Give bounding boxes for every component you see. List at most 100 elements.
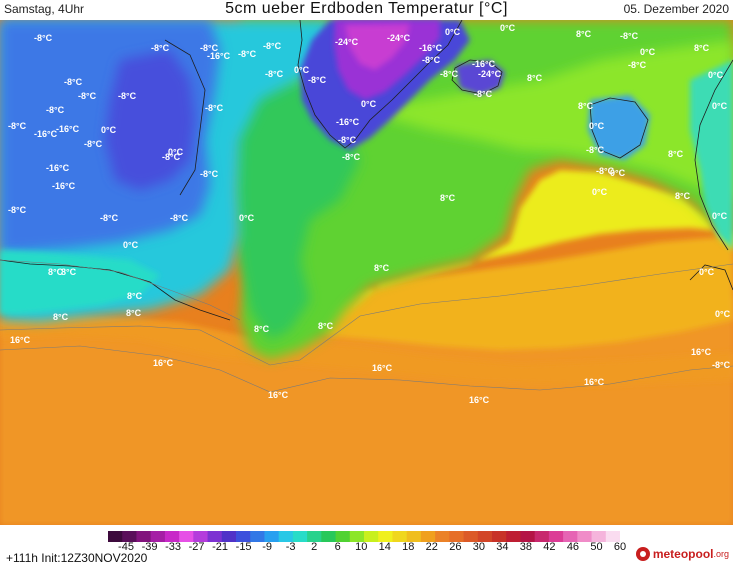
temperature-label: -8°C: [118, 91, 137, 101]
scotland-coast: [689, 264, 733, 291]
yellow-zone: [340, 170, 733, 320]
baffin-coast: [164, 39, 206, 196]
temperature-label: -8°C: [596, 166, 615, 176]
colorbar-tick-label: 10: [355, 541, 368, 553]
temperature-label: -8°C: [620, 31, 639, 41]
colorbar-swatch: [136, 531, 152, 542]
iceland-cold: [455, 60, 505, 95]
colorbar-tick-label: 14: [378, 541, 391, 553]
colorbar-tick-label: -15: [235, 541, 252, 553]
temperature-label: -16°C: [472, 59, 496, 69]
colorbar-tick-label: 34: [496, 541, 509, 553]
colorbar-tick-label: 42: [543, 541, 556, 553]
temperature-label: -8°C: [308, 75, 327, 85]
temperature-label: -8°C: [78, 91, 97, 101]
temperature-label: -8°C: [238, 49, 257, 59]
temperature-label: 0°C: [610, 168, 626, 178]
canada-coast: [0, 259, 231, 321]
colorbar-tick-label: 2: [311, 541, 318, 553]
temperature-label: 8°C: [576, 29, 592, 39]
colorbar-swatch: [406, 531, 422, 542]
colorbar-tick-label: 18: [402, 541, 415, 553]
coastlines: [0, 20, 733, 321]
orange-band-south: [0, 316, 733, 386]
colorbar-swatch: [292, 531, 308, 542]
greenland-coast: [297, 20, 463, 149]
isotherm-16: [0, 345, 733, 393]
temperature-label: 8°C: [127, 291, 143, 301]
colorbar-tick-label: 50: [590, 541, 603, 553]
colorbar-swatch: [520, 531, 536, 542]
temperature-label: 0°C: [699, 267, 715, 277]
colorbar-swatch: [108, 531, 123, 542]
colorbar-swatch: [221, 531, 237, 542]
temperature-label: -16°C: [34, 129, 58, 139]
temperature-label: -16°C: [336, 117, 360, 127]
temperature-label: 8°C: [675, 191, 691, 201]
temperature-label: 8°C: [48, 267, 64, 277]
meteopool-logo-icon: [635, 547, 650, 561]
temperature-label: -16°C: [207, 51, 231, 61]
colorbar: [108, 529, 621, 547]
temperature-label: -24°C: [478, 69, 502, 79]
colorbar-swatch: [236, 531, 251, 542]
temperature-label: -8°C: [84, 139, 103, 149]
colorbar-swatch: [449, 531, 465, 542]
light-green-zone: [360, 40, 733, 200]
isotherms: [0, 259, 733, 393]
colorbar-tick-label: -3: [285, 541, 296, 553]
colorbar-tick-label: -39: [141, 541, 158, 553]
colorbar-tick-label: -21: [212, 541, 229, 553]
colorbar-tick-label: 46: [566, 541, 580, 553]
temperature-label: -8°C: [440, 69, 459, 79]
temperature-label: 0°C: [708, 70, 724, 80]
colorbar-tick-label: 6: [334, 541, 341, 553]
colorbar-swatch: [506, 531, 521, 542]
colorbar-swatch: [548, 531, 564, 542]
header-bar: Samstag, 4Uhr 5cm ueber Erdboden Tempera…: [0, 0, 733, 20]
temperature-label: 0°C: [445, 27, 461, 37]
yellow-orange-zone: [300, 236, 733, 350]
colorbar-swatch: [534, 531, 550, 542]
temperature-label: -8°C: [8, 205, 27, 215]
temperature-label: 0°C: [361, 99, 377, 109]
colorbar-tick-label: 26: [449, 541, 462, 553]
colorbar-swatch: [264, 531, 280, 542]
colorbar-swatch: [435, 531, 450, 542]
temperature-label: -8°C: [200, 43, 219, 53]
temperature-label: -8°C: [170, 213, 189, 223]
temperature-map: -8°C -8°C -16°C -16°C -8°C -24°C -24°C 0°C 8°C -8…: [0, 20, 733, 525]
temperature-label: -8°C: [151, 43, 170, 53]
colorbar-tick-label: -33: [165, 541, 181, 553]
colorbar-tick-label: -27: [188, 541, 205, 553]
colorbar-swatch: [335, 531, 351, 542]
temperature-label: -8°C: [8, 121, 27, 131]
temperature-label: -16°C: [56, 124, 80, 134]
temperature-label: 0°C: [712, 211, 728, 221]
temperature-label: -16°C: [419, 43, 443, 53]
meteopool-logo[interactable]: meteopool .org: [635, 547, 729, 561]
temperature-label: -8°C: [205, 103, 224, 113]
forecast-date-label: 05. Dezember 2020: [623, 2, 729, 16]
temperature-label: 8°C: [53, 312, 69, 322]
norway-coastline: [694, 59, 733, 251]
map-title: 5cm ueber Erdboden Temperatur [°C]: [225, 0, 508, 17]
svalbard-coast: [589, 97, 649, 159]
temperature-label: 0°C: [712, 101, 728, 111]
temperature-label: -8°C: [64, 77, 83, 87]
temperature-label: -8°C: [265, 69, 284, 79]
temperature-label: -8°C: [34, 33, 53, 43]
temperature-label: 8°C: [254, 324, 270, 334]
colorbar-swatch: [193, 531, 209, 542]
temperature-label: -8°C: [46, 105, 65, 115]
colorbar-swatch: [563, 531, 578, 542]
footer-bar: -45 -39 -33 -27 -21 -15 -9 -3 2 6 10 14 18 22 26 30 34 38…: [0, 525, 733, 566]
colorbar-swatch: [150, 531, 166, 542]
temperature-label: 0°C: [294, 65, 310, 75]
norway-coast: [690, 60, 733, 250]
colorbar-swatch: [463, 531, 479, 542]
colorbar-swatch: [378, 531, 393, 542]
colorbar-swatch: [577, 531, 593, 542]
svalbard-cold: [588, 95, 650, 160]
temperature-label: -8°C: [628, 60, 647, 70]
